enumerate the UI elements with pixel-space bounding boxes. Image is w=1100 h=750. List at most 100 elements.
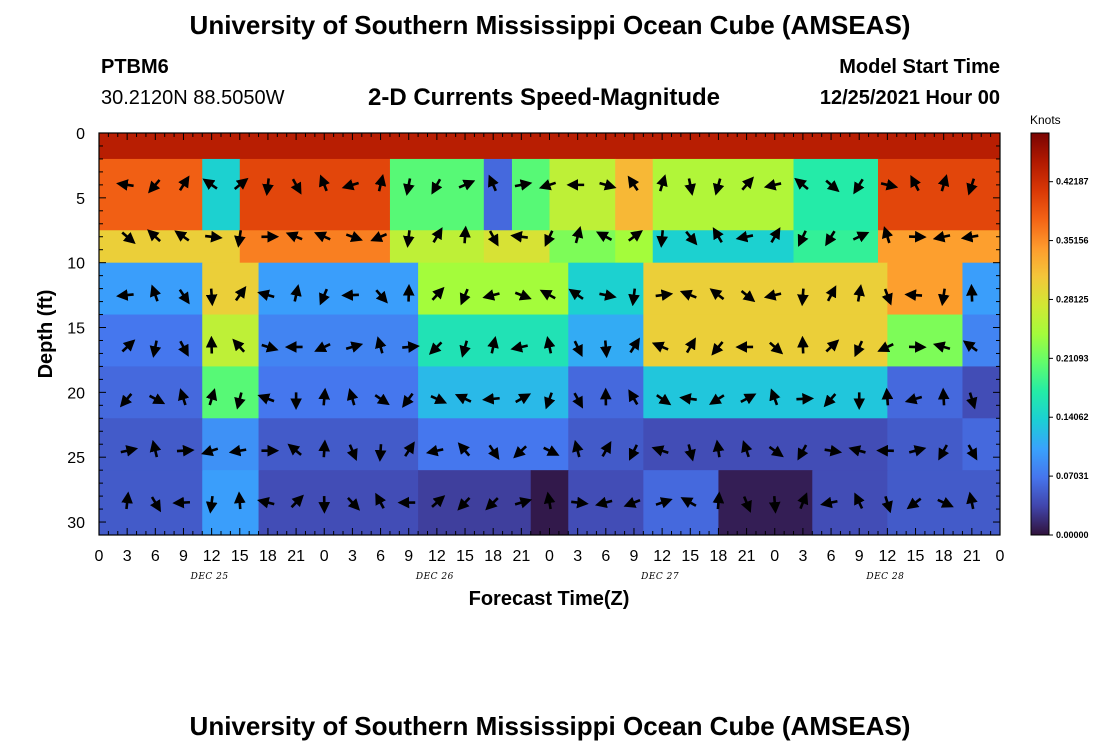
x-tick-label: 9 xyxy=(179,548,188,565)
heatmap-cell xyxy=(887,262,964,316)
heatmap-cell xyxy=(202,366,260,419)
current-arrow xyxy=(823,393,837,408)
current-arrow xyxy=(285,231,303,243)
x-tick-label: 6 xyxy=(376,548,385,565)
x-tick-label: 3 xyxy=(348,548,357,565)
current-arrow xyxy=(539,289,556,301)
colorbar: Knots 0.00000 0.07031 0.14062 0.21093 0.28125… xyxy=(1030,113,1089,540)
current-arrow xyxy=(825,179,840,193)
current-arrow xyxy=(287,443,302,456)
current-arrow xyxy=(233,491,246,510)
current-arrow xyxy=(824,444,843,457)
current-arrow xyxy=(202,178,218,190)
current-arrow xyxy=(201,444,219,457)
current-arrow xyxy=(431,495,446,508)
y-tick-label: 15 xyxy=(67,321,85,338)
current-arrow xyxy=(116,179,134,191)
current-arrow xyxy=(205,495,218,514)
current-arrow xyxy=(347,496,361,511)
current-arrow xyxy=(403,178,415,196)
current-arrow xyxy=(877,341,894,353)
current-arrow xyxy=(763,179,782,191)
current-arrow xyxy=(571,496,589,509)
heatmap-cell xyxy=(887,366,964,419)
heatmap-cell xyxy=(652,158,795,231)
current-arrow xyxy=(628,337,640,354)
current-arrow xyxy=(595,496,613,509)
chart-subtitle: 2-D Currents Speed-Magnitude xyxy=(368,84,721,111)
current-arrow xyxy=(232,338,246,353)
current-arrow xyxy=(966,178,978,196)
current-arrow xyxy=(600,440,612,457)
heatmap-cell xyxy=(962,262,1000,316)
heatmap-cell xyxy=(718,470,813,535)
heatmap-cell xyxy=(643,262,888,316)
current-arrow xyxy=(655,497,673,509)
current-arrow xyxy=(572,340,583,358)
current-arrow xyxy=(712,178,725,196)
current-arrow xyxy=(881,495,893,514)
x-tick-label: 0 xyxy=(320,548,329,565)
x-tick-label: 9 xyxy=(404,548,413,565)
current-arrow xyxy=(233,177,249,190)
day-label: DEC 25 xyxy=(190,572,229,582)
x-tick-label: 6 xyxy=(827,548,836,565)
current-arrow xyxy=(937,174,950,192)
current-arrow xyxy=(488,444,500,460)
y-tick-label: 10 xyxy=(67,256,85,273)
x-tick-label: 0 xyxy=(545,548,554,565)
heatmap-cell xyxy=(549,230,616,264)
current-arrow xyxy=(820,496,838,509)
current-arrow xyxy=(848,445,866,457)
current-arrow xyxy=(740,289,756,303)
current-arrow xyxy=(513,445,527,459)
current-arrow xyxy=(257,393,275,405)
current-arrow xyxy=(628,444,640,461)
current-arrow xyxy=(319,174,330,192)
x-tick-label: 12 xyxy=(878,548,896,565)
current-arrow xyxy=(370,231,388,242)
current-arrow xyxy=(314,341,331,353)
heatmap-cell xyxy=(568,262,644,316)
x-tick-label: 21 xyxy=(287,548,305,565)
current-arrow xyxy=(482,289,500,301)
current-arrow xyxy=(651,445,669,457)
colorbar-gradient xyxy=(1030,132,1050,536)
x-axis-title: Forecast Time(Z) xyxy=(469,588,630,610)
current-arrow xyxy=(234,230,246,248)
current-arrow xyxy=(341,179,360,191)
current-arrow xyxy=(178,388,190,406)
y-axis: 0 5 10 15 20 25 30 xyxy=(67,126,1000,536)
current-arrow xyxy=(487,230,499,247)
current-arrow xyxy=(825,339,840,353)
y-tick-label: 5 xyxy=(76,191,85,208)
heatmap-cell xyxy=(258,470,419,535)
current-arrow xyxy=(769,227,781,244)
y-tick-label: 30 xyxy=(67,515,85,532)
current-arrow xyxy=(966,283,978,302)
x-axis: 0 3 6 9 12 15 18 21 0 3 6 9 12 15 18 21 0 3 6 9 12 15 18 21 0 3 6 9… xyxy=(95,133,1005,582)
x-tick-label: 6 xyxy=(151,548,160,565)
heatmap-cell xyxy=(239,158,391,231)
current-arrow xyxy=(510,230,528,243)
current-arrow xyxy=(797,230,809,247)
current-arrow xyxy=(457,442,471,457)
current-arrow xyxy=(374,393,390,406)
x-tick-label: 12 xyxy=(653,548,671,565)
current-arrow xyxy=(769,341,784,355)
x-tick-label: 0 xyxy=(996,548,1005,565)
current-arrow xyxy=(205,288,218,307)
current-arrow xyxy=(763,289,782,301)
current-arrow xyxy=(290,178,302,195)
current-arrow xyxy=(740,496,752,513)
current-arrow xyxy=(148,393,166,405)
x-tick-label: 18 xyxy=(710,548,728,565)
current-arrow xyxy=(962,340,978,352)
heatmap-cell xyxy=(643,366,888,419)
x-tick-label: 15 xyxy=(231,548,249,565)
current-arrow xyxy=(627,230,643,242)
current-arrow xyxy=(938,444,950,461)
current-vectors xyxy=(116,173,979,514)
current-arrow xyxy=(205,388,218,406)
